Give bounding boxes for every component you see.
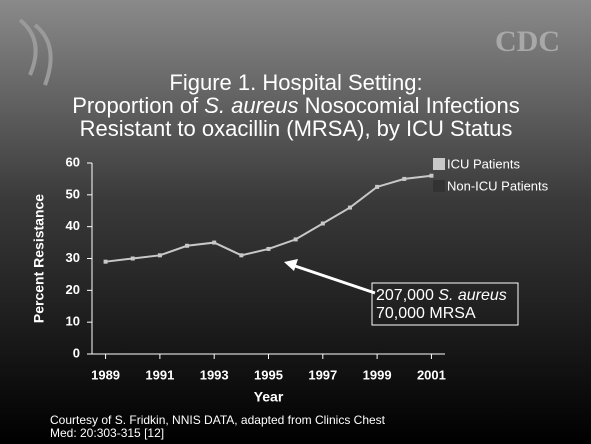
y-tick-label: 10 — [66, 314, 80, 329]
source-note: Courtesy of S. Fridkin, NNIS DATA, adapt… — [50, 413, 386, 427]
chart-title: Proportion of S. aureus Nosocomial Infec… — [72, 93, 520, 118]
legend-label: ICU Patients — [447, 156, 520, 171]
y-tick-label: 50 — [66, 186, 80, 201]
x-tick-label: 1991 — [145, 367, 174, 382]
title-part: Proportion of — [72, 93, 204, 118]
source-note: Med: 20:303-315 [12] — [50, 426, 164, 440]
x-tick-label: 1989 — [91, 367, 120, 382]
y-tick-label: 20 — [66, 282, 80, 297]
annotation-arrow — [291, 263, 376, 295]
annotation-part: 207,000 — [376, 287, 438, 304]
legend-label: Non-ICU Patients — [447, 178, 549, 193]
y-tick-label: 30 — [66, 250, 80, 265]
title-part: Nosocomial Infections — [298, 93, 519, 118]
point — [266, 246, 271, 251]
point — [185, 243, 190, 248]
title-part: S. aureus — [204, 93, 298, 118]
point — [402, 176, 407, 181]
point — [429, 173, 434, 178]
point — [239, 253, 244, 258]
point — [103, 259, 108, 264]
arrow-head — [284, 259, 298, 271]
x-tick-label: 2001 — [417, 367, 446, 382]
y-tick-label: 60 — [66, 154, 80, 169]
logo: CDC — [495, 25, 560, 58]
annotation-text: 70,000 MRSA — [376, 305, 476, 322]
legend-swatch — [433, 158, 445, 170]
point — [212, 240, 217, 245]
point — [130, 256, 135, 261]
annotation-part: S. aureus — [438, 287, 506, 304]
chart-title: Resistant to oxacillin (MRSA), by ICU St… — [80, 116, 513, 141]
point — [157, 253, 162, 258]
point — [293, 237, 298, 242]
annotation-box — [371, 282, 519, 326]
y-tick-label: 40 — [66, 218, 80, 233]
point — [347, 205, 352, 210]
point — [320, 221, 325, 226]
point — [375, 184, 380, 189]
y-tick-label: 0 — [73, 345, 80, 360]
x-tick-label: 1999 — [363, 367, 392, 382]
x-tick-label: 1995 — [254, 367, 283, 382]
annotation-text: 207,000 S. aureus — [376, 287, 507, 304]
hhs-emblem — [18, 18, 53, 86]
x-tick-label: 1993 — [200, 367, 229, 382]
legend-swatch — [433, 180, 445, 192]
x-tick-label: 1997 — [308, 367, 337, 382]
chart-title: Figure 1. Hospital Setting: — [169, 70, 422, 95]
x-axis-label: Year — [254, 389, 284, 405]
y-axis-label: Percent Resistance — [31, 194, 47, 323]
